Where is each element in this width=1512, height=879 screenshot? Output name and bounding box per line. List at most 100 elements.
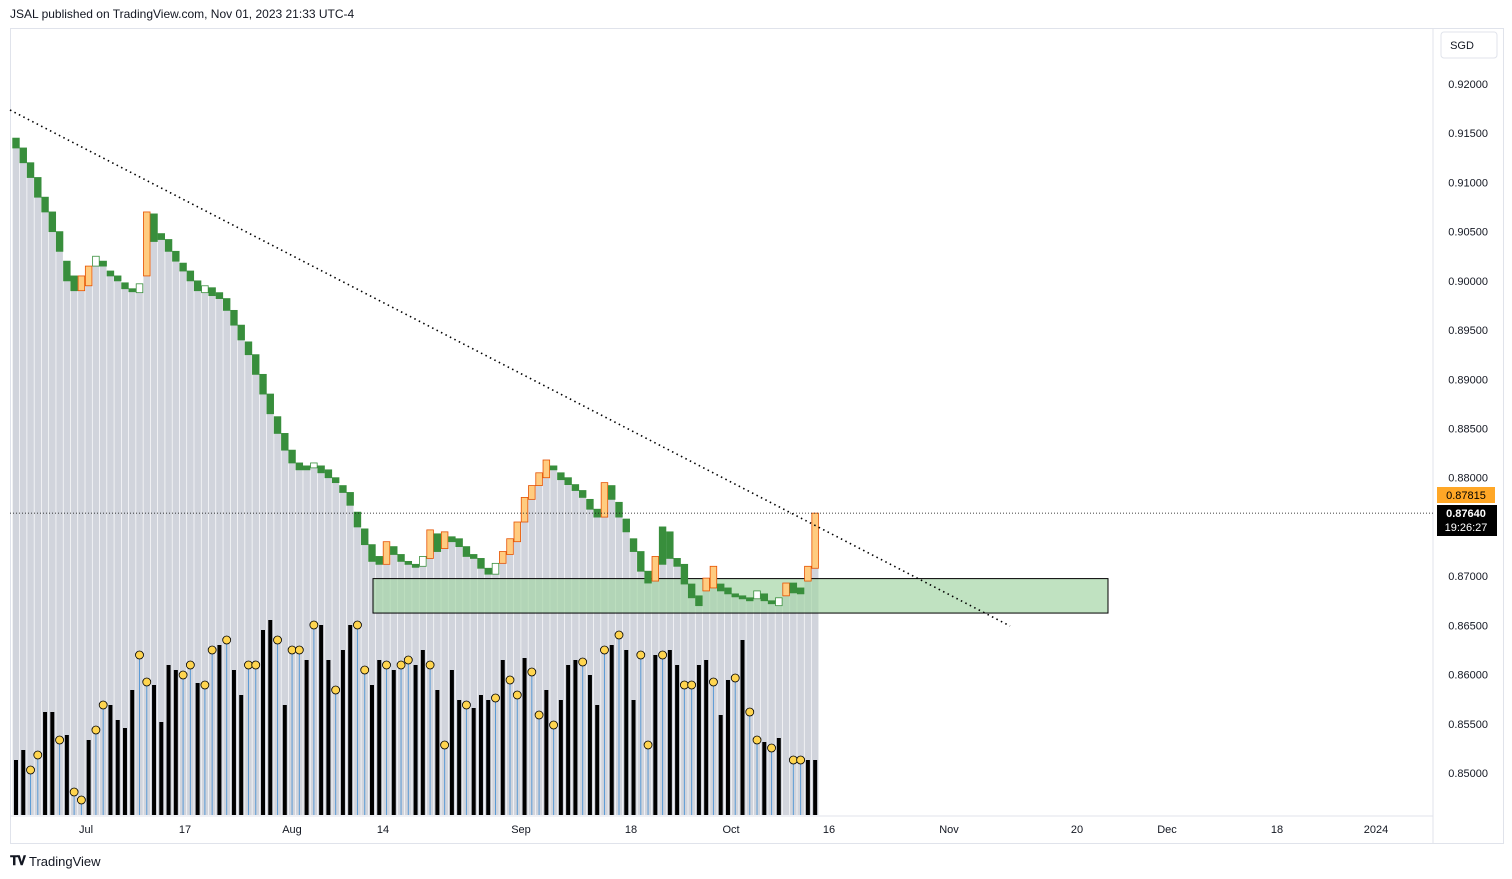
- candle: [193, 280, 202, 292]
- oscillator-bar: [725, 680, 730, 815]
- candle: [281, 433, 289, 451]
- oscillator-bar: [231, 670, 236, 815]
- candle: [63, 260, 71, 282]
- candle: [644, 570, 652, 584]
- volume-column: [296, 469, 303, 815]
- oscillator-bar: [675, 665, 680, 815]
- candle: [317, 465, 325, 474]
- candle: [448, 536, 456, 543]
- candle: [571, 484, 580, 491]
- candle: [157, 233, 165, 240]
- oscillator-bar: [239, 695, 244, 815]
- candle: [499, 551, 507, 564]
- volume-column: [325, 477, 332, 815]
- candle: [208, 287, 216, 297]
- volume-column: [143, 275, 151, 816]
- oscillator-dot: [33, 750, 43, 760]
- oscillator-dot: [135, 650, 144, 660]
- candle: [361, 528, 369, 546]
- candle: [106, 270, 115, 277]
- volume-column: [303, 469, 310, 815]
- oscillator-dot: [796, 755, 806, 765]
- time-tick-label: 16: [823, 824, 835, 836]
- oscillator-dot: [636, 650, 646, 660]
- volume-column: [441, 548, 448, 815]
- candle: [48, 211, 57, 233]
- volume-column: [172, 261, 180, 816]
- last-price-tag: 0.87640 19:26:27: [1437, 505, 1497, 536]
- oscillator-dot: [658, 650, 667, 660]
- oscillator-bar: [500, 660, 505, 815]
- candle: [135, 283, 144, 294]
- tradingview-brand: TradingView: [29, 853, 101, 869]
- oscillator-bar: [478, 695, 483, 815]
- price-axis: 0.92000 0.91500 0.91000 0.90500 0.90000 0.895…: [1448, 79, 1488, 780]
- volume-column: [470, 558, 477, 815]
- volume-column: [572, 490, 579, 815]
- volume-column: [630, 551, 637, 815]
- oscillator-bar: [457, 700, 462, 815]
- candle: [615, 501, 623, 518]
- volume-column: [27, 177, 34, 815]
- time-tick-label: Oct: [722, 824, 739, 836]
- candle: [658, 526, 667, 565]
- candle: [19, 147, 27, 164]
- price-tick-label: 0.85000: [1448, 768, 1488, 780]
- candle: [629, 538, 638, 552]
- oscillator-dot: [687, 680, 697, 690]
- volume-column: [513, 541, 521, 815]
- oscillator-bar: [718, 715, 723, 815]
- candle: [796, 587, 805, 595]
- candle: [259, 373, 267, 395]
- volume-column: [201, 292, 209, 815]
- volume-column: [782, 595, 790, 815]
- oscillator-bar: [740, 640, 745, 815]
- oscillator-dot: [251, 660, 261, 670]
- tradingview-logo[interactable]: 𝐓𝐕 TradingView: [10, 853, 101, 869]
- candle: [491, 562, 500, 575]
- currency-button[interactable]: SGD: [1440, 31, 1498, 59]
- candle: [469, 554, 478, 559]
- candle: [608, 485, 616, 500]
- candle: [143, 211, 151, 277]
- oscillator-bar: [573, 660, 578, 815]
- price-tick-label: 0.91500: [1448, 128, 1488, 140]
- oscillator-bar: [762, 742, 767, 815]
- volume-column: [158, 239, 165, 815]
- oscillator-bar: [43, 712, 48, 815]
- candle: [680, 563, 689, 585]
- oscillator-bar: [340, 650, 345, 815]
- oscillator-bar: [369, 685, 374, 815]
- candle: [222, 298, 231, 311]
- oscillator-bar: [319, 625, 324, 815]
- oscillator-dot: [287, 645, 297, 655]
- oscillator-dot: [142, 677, 152, 687]
- oscillator-dot: [331, 685, 341, 695]
- oscillator-dot: [512, 690, 522, 700]
- candle: [760, 593, 768, 602]
- oscillator-dot: [309, 620, 319, 630]
- oscillator-dot: [200, 680, 210, 690]
- oscillator-bar: [558, 700, 563, 815]
- candle: [622, 518, 630, 533]
- volume-column: [63, 280, 71, 815]
- oscillator-dot: [91, 725, 101, 735]
- oscillator-bar: [566, 665, 571, 815]
- volume-column: [477, 568, 485, 815]
- oscillator-bar: [486, 700, 491, 815]
- candle: [41, 196, 49, 213]
- candle: [419, 556, 427, 567]
- volume-column: [775, 605, 783, 815]
- oscillator-bar: [50, 712, 55, 815]
- oscillator-bar: [108, 705, 113, 815]
- volume-column: [564, 484, 572, 815]
- oscillator-bar: [282, 705, 287, 815]
- candle: [404, 560, 413, 565]
- oscillator-bar: [471, 708, 476, 815]
- oscillator-bar: [86, 740, 91, 815]
- oscillator-bar: [122, 728, 127, 815]
- oscillator-dot: [222, 635, 232, 645]
- candle: [433, 533, 442, 552]
- candle: [651, 556, 660, 582]
